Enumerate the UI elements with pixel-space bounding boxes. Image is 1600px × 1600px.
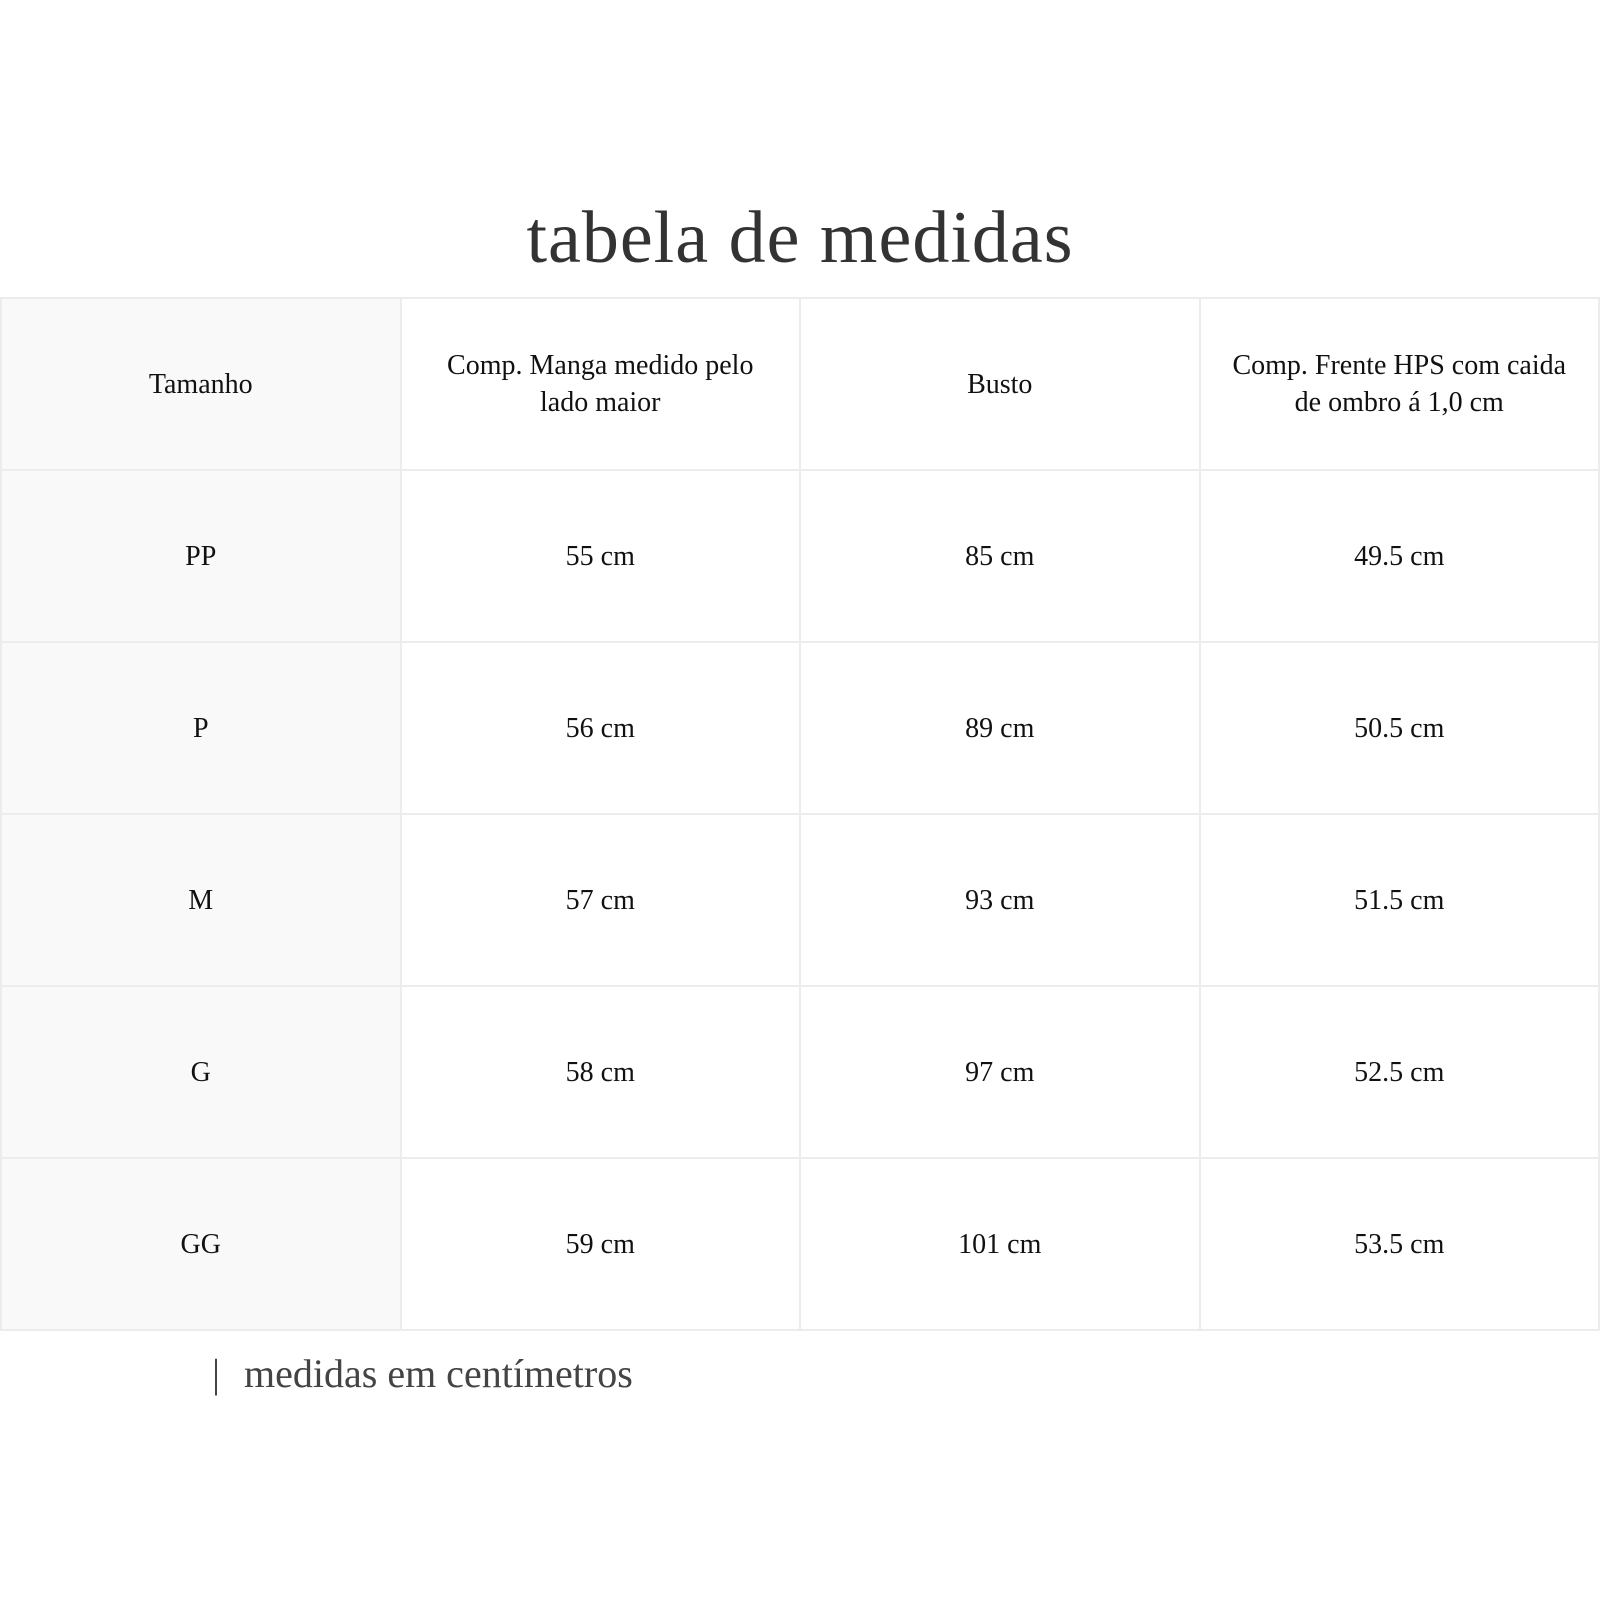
- size-table: Tamanho Comp. Manga medido pelo lado mai…: [0, 297, 1600, 1331]
- header-size: Tamanho: [0, 297, 402, 471]
- cell-size: PP: [0, 469, 402, 643]
- cell-front-length: 50.5 cm: [1198, 641, 1600, 815]
- note-text: medidas em centímetros: [244, 1351, 633, 1396]
- cell-front-length: 52.5 cm: [1198, 985, 1600, 1159]
- cell-front-length: 49.5 cm: [1198, 469, 1600, 643]
- header-sleeve-length: Comp. Manga medido pelo lado maior: [399, 297, 801, 471]
- cell-front-length: 51.5 cm: [1198, 813, 1600, 987]
- cell-size: M: [0, 813, 402, 987]
- cell-bust: 89 cm: [799, 641, 1201, 815]
- table-row: PP 55 cm 85 cm 49.5 cm: [0, 469, 1600, 643]
- cell-sleeve-length: 55 cm: [399, 469, 801, 643]
- cell-size: P: [0, 641, 402, 815]
- cell-size: GG: [0, 1157, 402, 1331]
- table-row: M 57 cm 93 cm 51.5 cm: [0, 813, 1600, 987]
- cell-sleeve-length: 58 cm: [399, 985, 801, 1159]
- cell-sleeve-length: 59 cm: [399, 1157, 801, 1331]
- cell-bust: 93 cm: [799, 813, 1201, 987]
- table-row: P 56 cm 89 cm 50.5 cm: [0, 641, 1600, 815]
- header-row: Tamanho Comp. Manga medido pelo lado mai…: [0, 297, 1600, 471]
- table-row: GG 59 cm 101 cm 53.5 cm: [0, 1157, 1600, 1331]
- cell-bust: 97 cm: [799, 985, 1201, 1159]
- units-note: | medidas em centímetros: [212, 1350, 633, 1397]
- note-separator: |: [212, 1351, 221, 1396]
- cell-bust: 101 cm: [799, 1157, 1201, 1331]
- cell-front-length: 53.5 cm: [1198, 1157, 1600, 1331]
- header-bust: Busto: [799, 297, 1201, 471]
- table-row: G 58 cm 97 cm 52.5 cm: [0, 985, 1600, 1159]
- cell-sleeve-length: 57 cm: [399, 813, 801, 987]
- header-front-length: Comp. Frente HPS com caida de ombro á 1,…: [1198, 297, 1600, 471]
- cell-bust: 85 cm: [799, 469, 1201, 643]
- cell-sleeve-length: 56 cm: [399, 641, 801, 815]
- cell-size: G: [0, 985, 402, 1159]
- page-title: tabela de medidas: [526, 197, 1074, 279]
